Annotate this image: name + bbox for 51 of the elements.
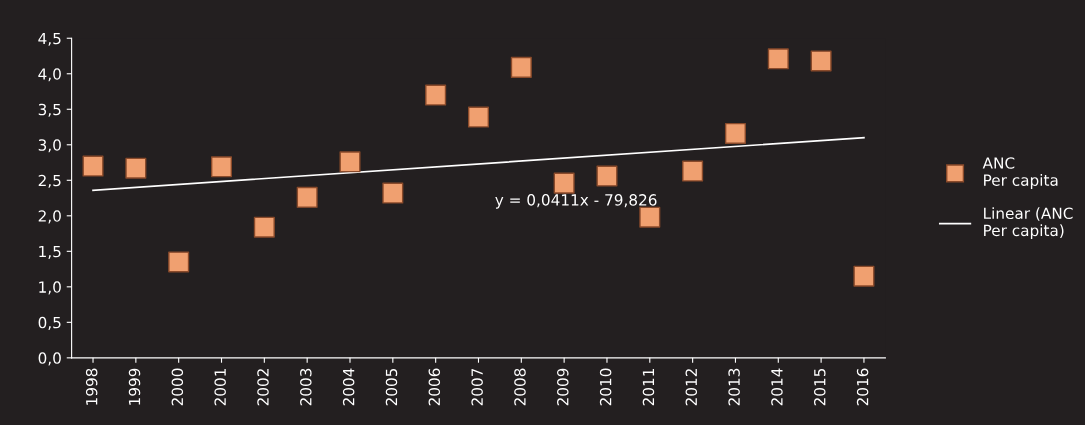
y-tick-label: 2,0 [38,210,61,224]
point [253,216,275,238]
point [296,186,318,208]
point [425,84,447,106]
point [596,165,618,187]
x-tick-label: 2000 [171,368,184,406]
x-tick-label: 2010 [599,368,612,406]
x-tick-label: 2004 [342,368,355,406]
x-tick-label: 1999 [128,368,141,405]
x-tick-label: 1998 [85,368,98,405]
point [210,156,233,178]
x-tick-label: 2008 [514,368,526,406]
y-tick-label: 2,5 [38,174,61,188]
x-tick-label: 2014 [771,368,783,406]
legend-label: ANC Per capita [982,157,1058,189]
y-tick-label: 4,5 [38,32,61,46]
y-tick-label: 3,0 [38,139,61,153]
x-tick-label: 2016 [856,368,869,406]
legend-label: Linear (ANC Per capita) [984,207,1073,240]
x-tick-label: 2001 [214,368,226,406]
point [510,56,532,78]
x-tick-label: 2005 [385,368,398,406]
y-tick-label: 0,0 [38,352,61,366]
point [810,50,832,72]
y-tick-label: 3,5 [38,103,61,117]
point [553,172,575,194]
x-tick-label: 2011 [642,368,655,406]
x-tick-label: 2015 [813,368,826,406]
y-tick-label: 1,5 [39,245,61,259]
x-tick-label: 2007 [471,368,483,406]
point [82,155,104,177]
point [639,206,661,228]
point [339,151,361,173]
point [382,182,404,204]
point [467,106,490,128]
point [682,160,704,182]
point [767,48,789,70]
x-tick-label: 2006 [428,368,441,406]
y-tick-label: 1,0 [39,281,61,295]
x-tick-label: 2013 [728,368,740,406]
point [724,122,746,144]
y-tick-label: 4,0 [38,68,61,82]
point [853,265,875,287]
x-tick-label: 2003 [300,368,312,406]
point [168,251,190,273]
annotation: y = 0,0411x - 79,826 [495,194,657,209]
x-tick-label: 2012 [685,369,698,406]
x-tick-label: 2002 [257,369,269,406]
y-tick-label: 0,5 [38,316,61,330]
x-tick-label: 2009 [557,368,569,406]
point [125,157,147,179]
